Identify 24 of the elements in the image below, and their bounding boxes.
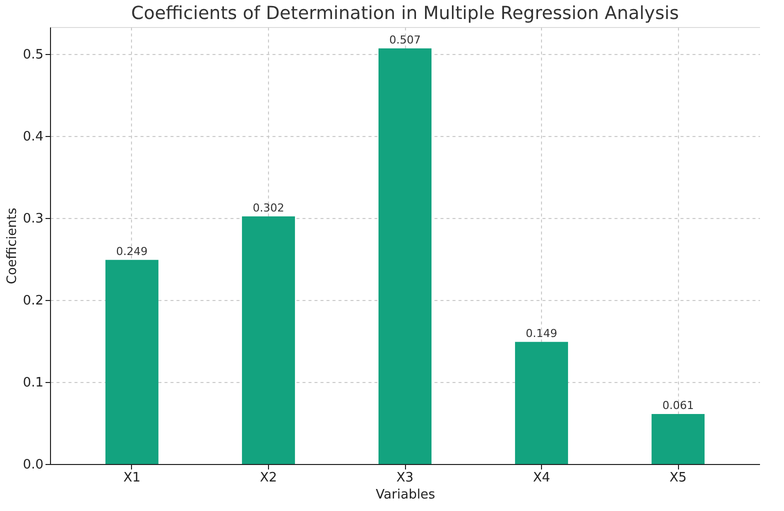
data-label: 0.249 (116, 244, 148, 258)
y-tick-label: 0.4 (22, 130, 44, 145)
data-label: 0.061 (662, 398, 694, 412)
data-label: 0.507 (389, 33, 421, 46)
y-tick-label: 0.3 (22, 212, 44, 227)
data-label: 0.302 (252, 201, 284, 214)
y-axis-title: Coefficients (4, 208, 20, 284)
bar (105, 260, 158, 464)
x-axis-title: Variables (376, 488, 436, 502)
x-tick-label: X4 (532, 470, 550, 486)
y-tick-label: 0.5 (22, 48, 44, 63)
x-tick-label: X2 (260, 470, 278, 486)
chart-title: Coefficients of Determination in Multiple Regression Analysis (131, 3, 679, 24)
x-tick-label: X3 (396, 470, 414, 486)
bar (652, 414, 705, 464)
y-tick-label: 0.1 (22, 376, 44, 391)
x-tick-label: X5 (669, 470, 687, 486)
x-tick-label: X1 (123, 470, 141, 486)
bar (378, 48, 432, 464)
data-label: 0.149 (526, 326, 558, 340)
y-tick-label: 0.2 (22, 294, 44, 309)
bar (515, 342, 568, 464)
y-tick-label: 0.0 (22, 458, 44, 472)
bar (242, 216, 295, 464)
